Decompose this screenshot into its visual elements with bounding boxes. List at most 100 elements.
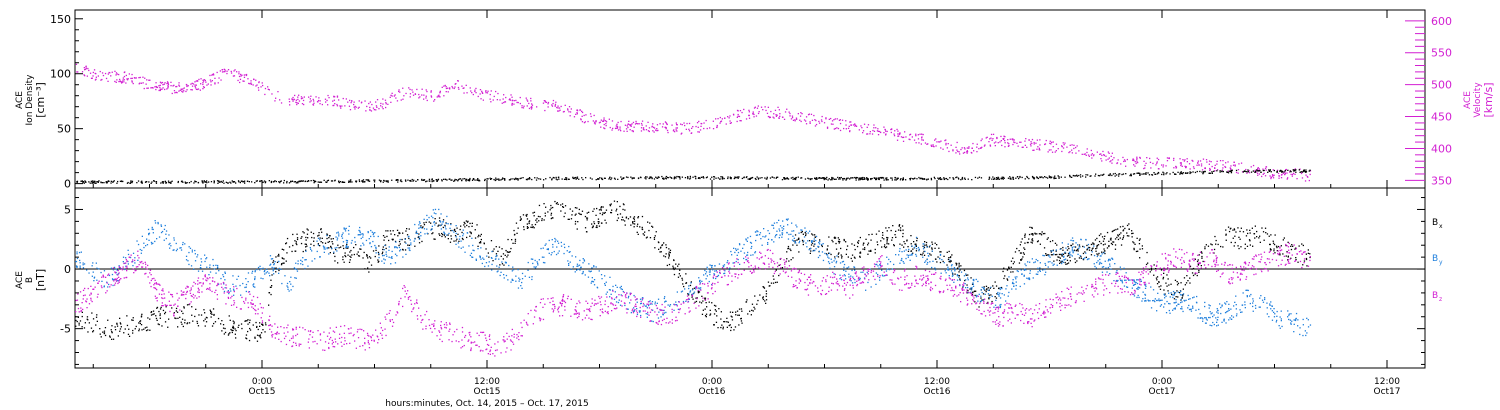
velocity-series-point: [627, 126, 629, 129]
velocity-series-point: [647, 130, 650, 132]
density-series-point: [850, 177, 852, 179]
bx-series-point: [752, 310, 754, 312]
velocity-series-point: [1197, 160, 1199, 162]
bx-series-point: [320, 228, 322, 231]
by-series-point: [510, 281, 512, 283]
bx-series-point: [1191, 268, 1193, 270]
density-series-point: [93, 182, 96, 184]
density-series-point: [1196, 170, 1198, 173]
density-series-point: [1060, 176, 1062, 178]
bx-series-point: [306, 228, 308, 230]
bx-series-point: [321, 237, 323, 239]
bx-series-point: [660, 251, 662, 253]
velocity-series-point: [813, 114, 815, 117]
by-series-point: [173, 239, 175, 241]
density-series-point: [106, 181, 109, 183]
density-series-point: [400, 179, 402, 181]
bx-series-point: [1305, 253, 1307, 255]
velocity-series-point: [1221, 169, 1224, 171]
density-series-point: [988, 176, 991, 178]
bx-series-point: [139, 320, 141, 323]
bx-series-point: [610, 203, 612, 205]
bx-series-point: [370, 257, 372, 259]
velocity-series-point: [445, 87, 448, 90]
by-series-point: [206, 266, 208, 268]
by-series-point: [639, 310, 641, 312]
density-series-point: [737, 176, 739, 178]
bx-series-point: [430, 222, 432, 224]
velocity-series-point: [495, 90, 497, 93]
by-series-point: [165, 237, 167, 240]
velocity-series-point: [624, 124, 627, 126]
velocity-series-point: [1145, 162, 1147, 164]
velocity-series-point: [1265, 169, 1267, 171]
velocity-series-point: [551, 105, 554, 107]
by-series-point: [1182, 293, 1185, 295]
velocity-series-point: [382, 98, 384, 100]
bx-series-point: [598, 221, 600, 223]
velocity-series-point: [1016, 142, 1018, 144]
velocity-series-point: [525, 97, 527, 99]
density-series-point: [1245, 171, 1247, 173]
bx-series-point: [988, 289, 990, 291]
velocity-series-point: [818, 122, 821, 124]
bx-series-point: [441, 232, 443, 235]
bx-series-point: [282, 257, 284, 260]
bx-series-point: [474, 237, 477, 239]
velocity-series-point: [990, 137, 992, 139]
bx-series-point: [641, 226, 643, 229]
bx-series-point: [884, 247, 887, 249]
velocity-series-point: [585, 114, 587, 116]
density-series-point: [993, 177, 996, 179]
velocity-series-point: [909, 138, 911, 141]
bx-series-point: [713, 313, 716, 315]
density-series-point: [469, 178, 471, 181]
density-series-point: [1129, 174, 1131, 177]
velocity-series-point: [87, 67, 89, 70]
bx-series-point: [1044, 232, 1046, 235]
bx-series-point: [562, 206, 564, 208]
bx-series-point: [1064, 261, 1066, 264]
velocity-series-point: [385, 101, 387, 104]
velocity-series-point: [976, 143, 978, 145]
velocity-series-point: [1149, 157, 1151, 160]
velocity-series-point: [886, 130, 888, 133]
bx-series-point: [729, 324, 731, 326]
by-series-point: [354, 236, 356, 239]
bx-series-point: [469, 222, 471, 225]
bx-series-point: [1265, 232, 1267, 234]
bx-series-point: [306, 233, 309, 235]
bx-series-point: [271, 274, 273, 276]
velocity-series-point: [264, 93, 266, 96]
velocity-series-point: [426, 99, 428, 102]
velocity-series-point: [338, 99, 340, 101]
density-series-point: [746, 176, 748, 178]
density-series-point: [517, 178, 519, 180]
velocity-series-point: [1222, 164, 1224, 166]
bx-series-point: [1028, 238, 1030, 240]
bx-series-point: [786, 251, 788, 253]
velocity-series-point: [1086, 151, 1088, 154]
bx-series-point: [845, 253, 847, 255]
by-series-point: [591, 267, 593, 269]
velocity-series-point: [1030, 145, 1032, 147]
velocity-series-point: [1185, 166, 1187, 169]
velocity-series-point: [132, 82, 134, 85]
bx-series-point: [1238, 236, 1240, 238]
velocity-series-point: [449, 87, 451, 89]
velocity-series-point: [940, 147, 942, 149]
bx-series-point: [530, 226, 532, 228]
density-series-point: [676, 175, 678, 178]
density-series-point: [939, 178, 942, 180]
density-axis-label: ACE Ion Density [cm⁻³]: [15, 74, 47, 126]
bx-series-point: [138, 330, 140, 332]
density-series-point: [494, 179, 496, 182]
bx-series-point: [717, 327, 719, 329]
velocity-series-point: [896, 139, 899, 141]
bx-series-point: [1102, 244, 1105, 246]
bx-series-point: [525, 214, 527, 216]
density-series-point: [435, 179, 437, 181]
by-series-point: [264, 270, 266, 272]
velocity-series-point: [932, 145, 934, 147]
velocity-series-point: [296, 103, 298, 106]
